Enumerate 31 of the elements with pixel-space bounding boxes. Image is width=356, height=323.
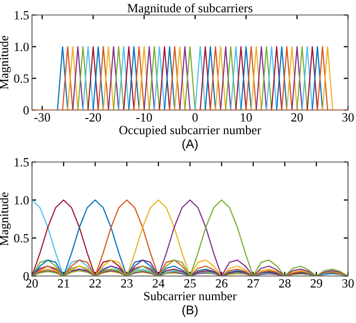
x-tick-label: 27 — [248, 279, 260, 288]
x-tick-label: 25 — [184, 279, 196, 288]
x-tick-label: 24 — [152, 279, 164, 288]
chart-title: Magnitude of subcarriers — [128, 3, 252, 15]
x-tick-label: 21 — [58, 279, 70, 288]
x-tick-label: 20 — [291, 113, 303, 122]
x-tick-label: 0 — [192, 113, 198, 122]
y-tick-label: 1.0 — [14, 196, 29, 205]
x-tick-label: -20 — [85, 113, 102, 122]
x-tick-label: -30 — [34, 113, 50, 122]
y-tick-label: 0.5 — [14, 234, 29, 243]
x-tick-label: 20 — [26, 279, 38, 288]
y-tick-label: 0.5 — [14, 74, 29, 83]
x-axis-title: Subcarrier number — [144, 292, 237, 300]
y-tick-label: 1.5 — [14, 11, 29, 20]
text: (B) — [182, 305, 198, 317]
x-tick-label: 23 — [121, 279, 133, 288]
x-tick-label: -10 — [136, 113, 152, 122]
x-tick-label: 26 — [216, 279, 228, 288]
text: (A) — [182, 139, 198, 151]
y-tick-label: 0 — [23, 272, 29, 280]
y-tick-label: 0 — [23, 106, 29, 114]
x-tick-label: 30 — [342, 279, 354, 288]
x-axis-title: Occupied subcarrier number — [119, 126, 262, 137]
x-tick-label: 28 — [279, 279, 291, 288]
x-tick-label: 10 — [240, 113, 252, 122]
x-tick-label: 22 — [90, 279, 101, 288]
x-tick-label: 29 — [310, 279, 322, 288]
y-tick-label: 1.5 — [14, 158, 29, 167]
x-tick-label: 30 — [342, 113, 354, 122]
y-tick-label: 1.0 — [14, 42, 29, 52]
